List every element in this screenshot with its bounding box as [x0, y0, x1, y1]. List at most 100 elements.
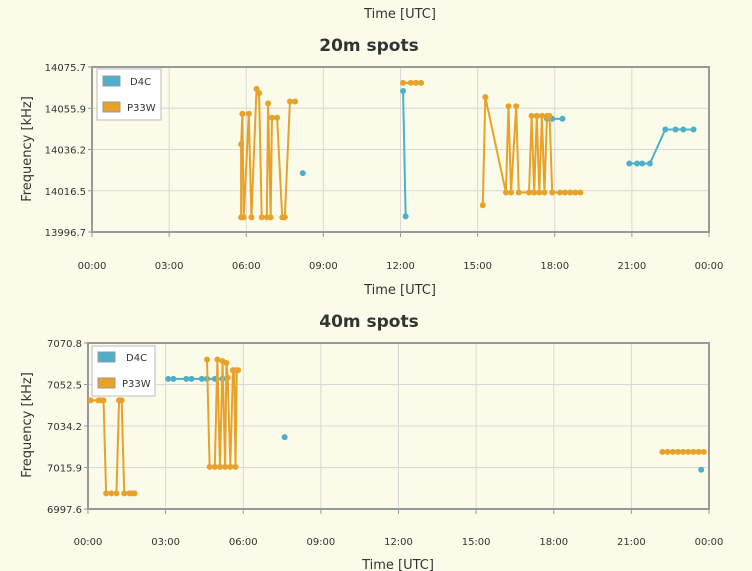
- x-tick-label: 03:00: [151, 537, 180, 548]
- data-point-p33w: [286, 98, 293, 105]
- legend-swatch-p33w: [102, 101, 121, 113]
- data-point-p33w: [258, 214, 265, 221]
- x-tick-label: 15:00: [463, 261, 492, 272]
- x-tick-label: 06:00: [229, 537, 258, 548]
- data-point-d4c: [626, 160, 633, 167]
- series-line-d4c: [402, 90, 407, 217]
- data-point-p33w: [256, 90, 263, 97]
- data-point-p33w: [235, 367, 242, 374]
- data-point-p33w: [113, 490, 120, 497]
- x-tick-label: 00:00: [78, 261, 107, 272]
- y-tick-label: 7052.5: [47, 381, 82, 392]
- data-point-p33w: [418, 79, 425, 86]
- legend-swatch-p33w: [97, 377, 116, 389]
- x-tick-label: 09:00: [306, 537, 335, 548]
- x-tick-label: 21:00: [617, 537, 646, 548]
- data-point-p33w: [502, 189, 509, 196]
- data-point-p33w: [533, 112, 540, 119]
- x-tick-label: 09:00: [309, 261, 338, 272]
- data-point-p33w: [690, 448, 697, 455]
- chart-40m-x-axis-title: Time [UTC]: [361, 558, 434, 571]
- x-tick-label: 06:00: [232, 261, 261, 272]
- plot-border: [87, 342, 710, 510]
- chart-20m-x-axis-title: Time [UTC]: [363, 283, 436, 298]
- chart-20m: 20m spots Frequency [kHz] Time [UTC] 00:…: [20, 36, 723, 298]
- data-point-p33w: [100, 397, 107, 404]
- data-point-p33w: [541, 189, 548, 196]
- data-point-p33w: [572, 189, 579, 196]
- data-point-p33w: [400, 79, 407, 86]
- data-point-p33w: [505, 103, 512, 110]
- data-point-p33w: [479, 202, 486, 209]
- data-point-p33w: [87, 397, 94, 404]
- data-point-p33w: [412, 79, 419, 86]
- y-tick-label: 7070.8: [47, 339, 82, 350]
- data-point-p33w: [292, 98, 299, 105]
- data-point-p33w: [245, 110, 252, 117]
- data-point-p33w: [513, 103, 520, 110]
- data-point-d4c: [281, 434, 288, 441]
- data-point-p33w: [531, 189, 538, 196]
- data-point-p33w: [268, 114, 275, 121]
- data-point-d4c: [400, 88, 407, 95]
- data-point-p33w: [515, 189, 522, 196]
- x-tick-label: 15:00: [462, 537, 491, 548]
- data-point-d4c: [690, 126, 697, 133]
- data-point-p33w: [232, 463, 239, 470]
- data-point-p33w: [538, 112, 545, 119]
- x-tick-label: 18:00: [540, 261, 569, 272]
- data-point-p33w: [700, 448, 707, 455]
- y-tick-label: 14036.2: [45, 146, 86, 157]
- x-tick-label: 00:00: [695, 537, 724, 548]
- data-point-p33w: [239, 110, 246, 117]
- x-tick-label: 21:00: [617, 261, 646, 272]
- data-point-p33w: [526, 189, 533, 196]
- data-point-p33w: [214, 356, 221, 363]
- data-point-p33w: [108, 490, 115, 497]
- data-point-d4c: [183, 375, 190, 382]
- chart-40m: 40m spots Frequency [kHz] Time [UTC] 00:…: [20, 312, 723, 571]
- x-tick-label: 12:00: [386, 261, 415, 272]
- data-point-p33w: [265, 100, 272, 107]
- data-point-p33w: [131, 490, 138, 497]
- y-tick-label: 6997.6: [47, 505, 82, 516]
- data-point-d4c: [662, 126, 669, 133]
- chart-40m-y-axis-title: Frequency [kHz]: [20, 372, 35, 478]
- data-point-p33w: [546, 112, 553, 119]
- data-point-p33w: [669, 448, 676, 455]
- data-point-p33w: [238, 141, 245, 148]
- chart-40m-title: 40m spots: [319, 312, 419, 332]
- legend-label-d4c: D4C: [130, 77, 151, 88]
- data-point-p33w: [695, 448, 702, 455]
- data-point-p33w: [281, 214, 288, 221]
- legend-label-p33w: P33W: [122, 379, 151, 390]
- data-point-p33w: [118, 397, 125, 404]
- data-point-d4c: [170, 375, 177, 382]
- x-tick-label: 03:00: [155, 261, 184, 272]
- data-point-d4c: [639, 160, 646, 167]
- legend-swatch-d4c: [97, 351, 116, 363]
- data-point-p33w: [674, 448, 681, 455]
- data-point-d4c: [672, 126, 679, 133]
- y-tick-label: 14055.9: [45, 104, 86, 115]
- legend-swatch-d4c: [102, 75, 121, 87]
- y-tick-label: 7034.2: [47, 422, 82, 433]
- data-point-d4c: [299, 170, 306, 177]
- data-point-d4c: [559, 115, 566, 122]
- data-point-p33w: [222, 463, 229, 470]
- data-point-p33w: [567, 189, 574, 196]
- x-tick-label: 12:00: [384, 537, 413, 548]
- data-point-p33w: [224, 374, 231, 381]
- data-point-p33w: [204, 356, 211, 363]
- data-point-p33w: [248, 214, 255, 221]
- data-point-p33w: [482, 94, 489, 101]
- data-point-p33w: [549, 189, 556, 196]
- y-tick-label: 14075.7: [45, 63, 86, 74]
- data-point-p33w: [206, 463, 213, 470]
- data-point-p33w: [685, 448, 692, 455]
- data-point-d4c: [634, 160, 641, 167]
- data-point-p33w: [508, 189, 515, 196]
- y-tick-label: 7015.9: [47, 464, 82, 475]
- data-point-d4c: [698, 466, 705, 473]
- data-point-p33w: [223, 359, 230, 366]
